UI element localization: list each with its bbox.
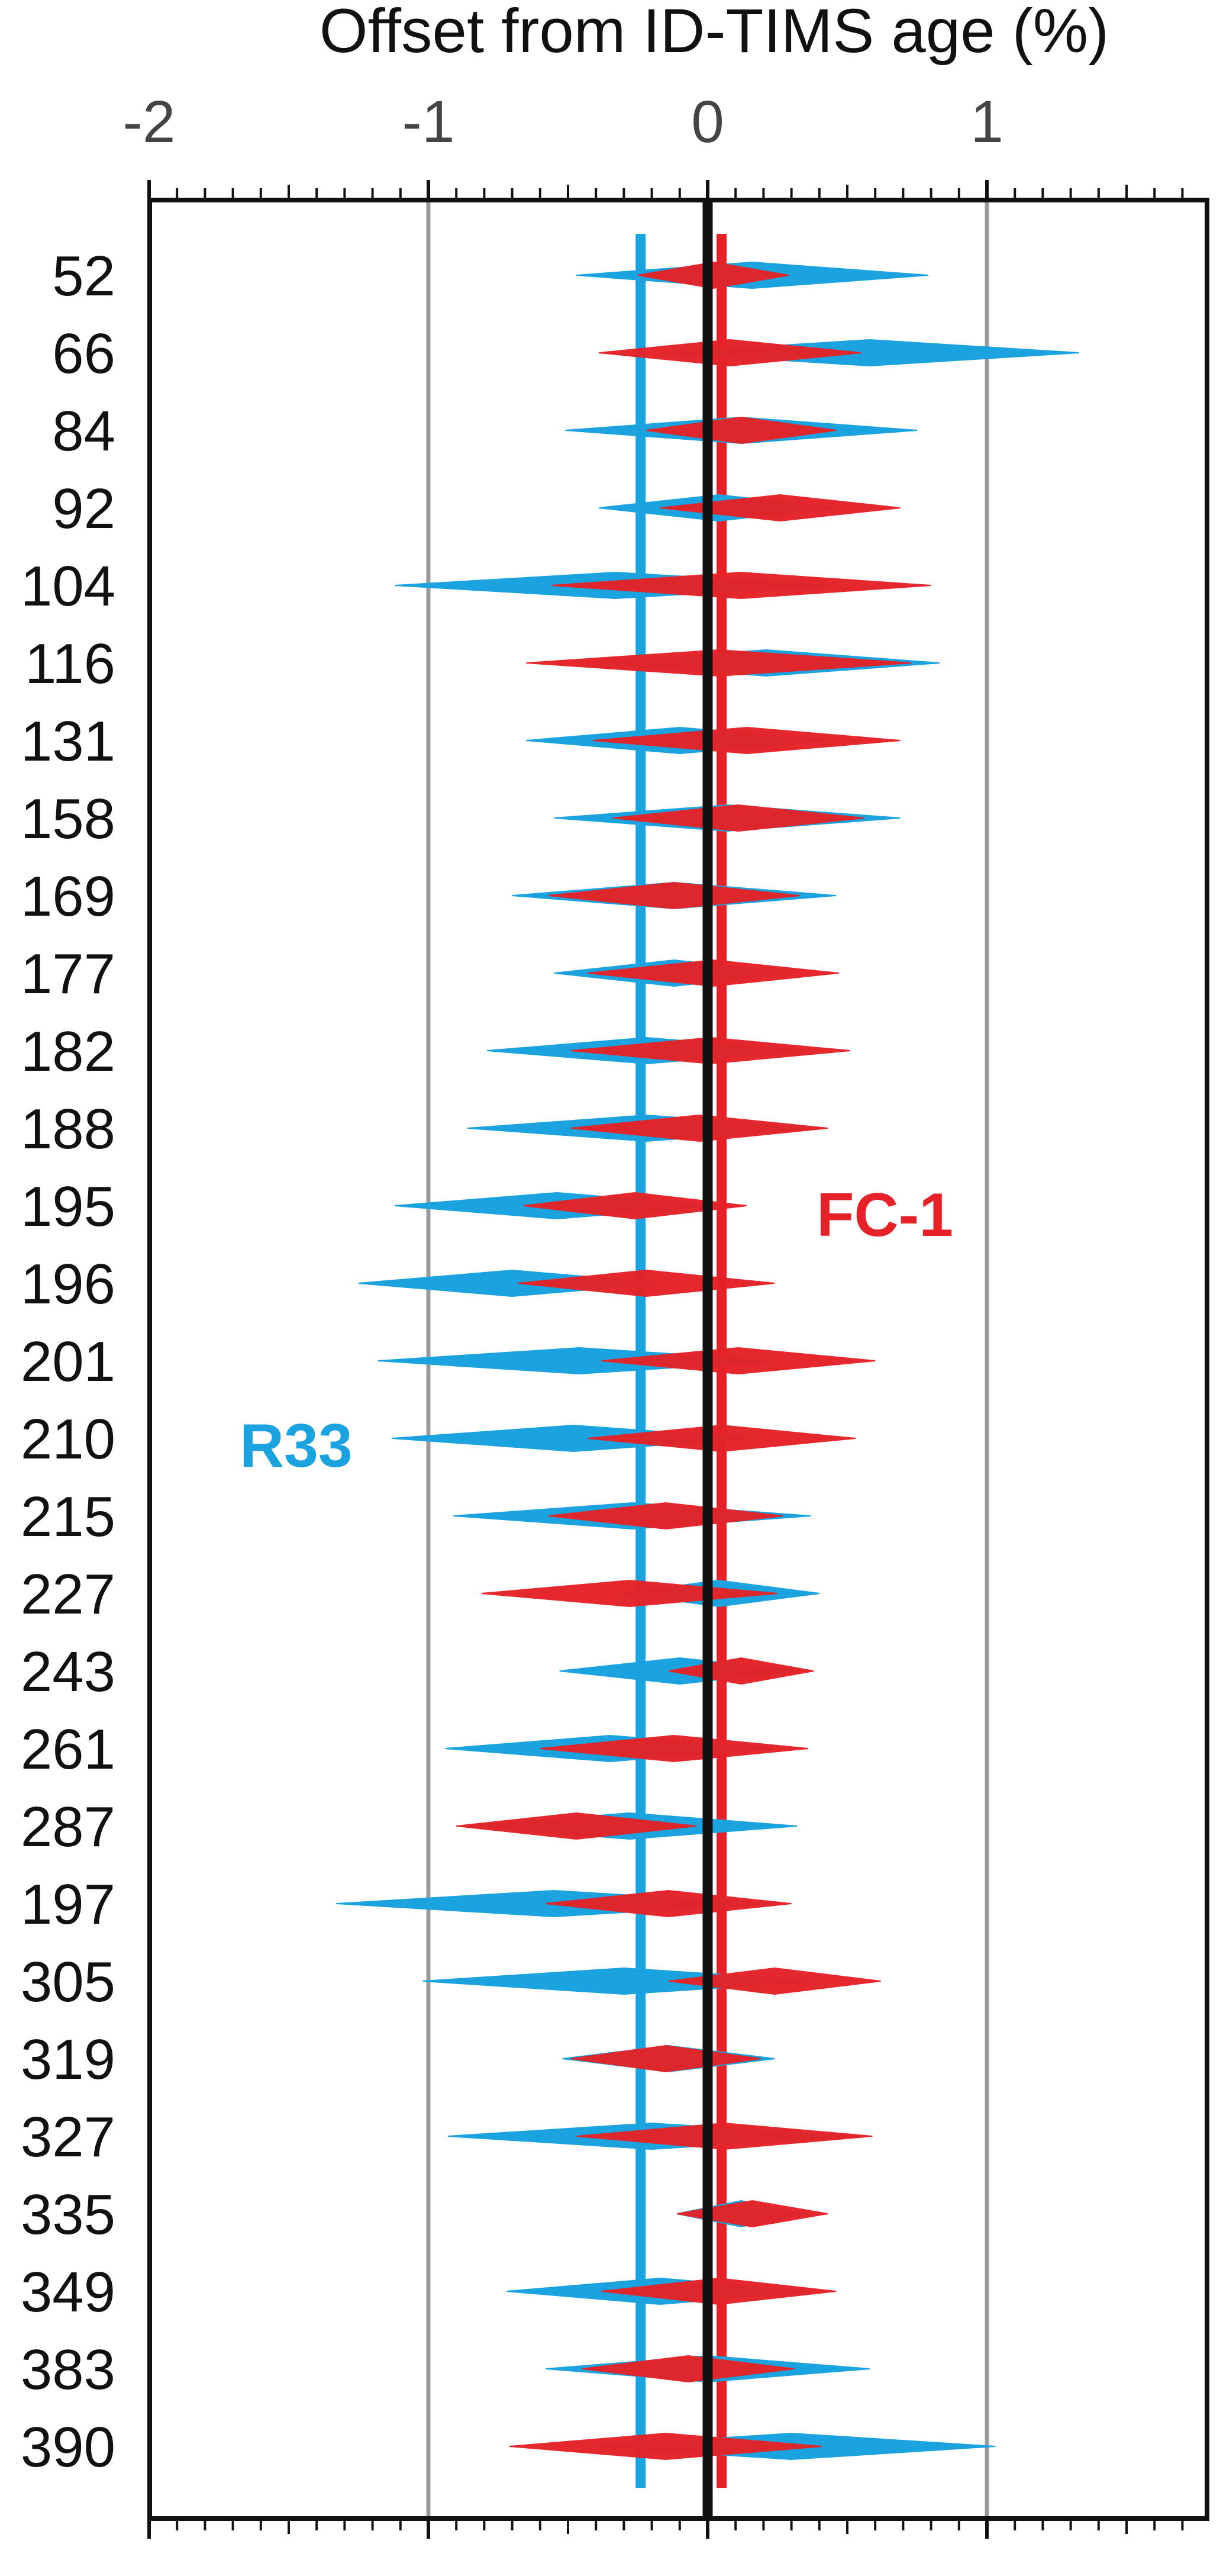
- row-label-335: 335: [21, 2183, 115, 2246]
- row-label-287: 287: [21, 1795, 115, 1859]
- ticks-layer: [147, 180, 1184, 2539]
- fc-1-diamond-201: [601, 1347, 876, 1375]
- fc-1-diamond-195: [523, 1192, 747, 1220]
- fc-1-diamond-305: [668, 1967, 881, 1995]
- row-label-52: 52: [52, 244, 115, 308]
- frame-layer: [147, 198, 1209, 2521]
- row-label-210: 210: [21, 1408, 115, 1471]
- fc-1-diamond-52: [637, 261, 789, 289]
- fc-1-diamond-215: [548, 1502, 783, 1530]
- row-label-196: 196: [21, 1252, 115, 1316]
- fc-1-diamond-116: [526, 649, 912, 677]
- fc-1-diamond-188: [570, 1114, 828, 1142]
- fc-1-diamond-319: [570, 2044, 761, 2073]
- row-label-327: 327: [21, 2105, 115, 2169]
- fc-1-diamond-158: [612, 804, 864, 832]
- fc-1-diamond-169: [548, 881, 800, 910]
- row-label-92: 92: [52, 477, 115, 540]
- fc-1-diamond-84: [646, 416, 837, 445]
- fc-1-annotation: FC-1: [817, 1181, 953, 1250]
- row-label-195: 195: [21, 1175, 115, 1238]
- plot-frame: [147, 198, 1209, 2521]
- row-label-390: 390: [21, 2416, 115, 2479]
- row-label-66: 66: [52, 322, 115, 385]
- fc-1-diamond-261: [540, 1734, 809, 1763]
- row-label-177: 177: [21, 942, 115, 1006]
- r33-annotation: R33: [240, 1412, 353, 1480]
- row-label-104: 104: [21, 555, 115, 618]
- x-tick-label-0: -2: [123, 89, 176, 155]
- row-label-169: 169: [21, 865, 115, 928]
- fc-1-diamond-92: [660, 494, 901, 522]
- row-label-116: 116: [25, 632, 115, 695]
- fc-1-diamond-177: [587, 959, 839, 987]
- fc-1-diamond-197: [546, 1889, 792, 1918]
- fc-1-diamond-383: [582, 2355, 795, 2383]
- row-label-227: 227: [21, 1563, 115, 1626]
- fc-1-diamond-287: [456, 1812, 697, 1840]
- row-label-383: 383: [21, 2338, 115, 2401]
- chart-title: Offset from ID-TIMS age (%): [320, 0, 1109, 66]
- row-label-319: 319: [21, 2028, 115, 2091]
- row-label-197: 197: [21, 1873, 115, 1936]
- row-label-131: 131: [21, 710, 115, 773]
- row-label-305: 305: [21, 1950, 115, 2014]
- fc-1-diamond-349: [601, 2277, 837, 2305]
- fc-1-diamond-335: [676, 2200, 828, 2228]
- row-label-201: 201: [21, 1330, 115, 1393]
- x-tick-label-1: -1: [402, 89, 455, 155]
- fc-1-diamond-104: [551, 571, 931, 600]
- x-tick-label-3: 1: [970, 89, 1003, 155]
- row-label-261: 261: [21, 1718, 115, 1781]
- row-label-182: 182: [21, 1020, 115, 1083]
- x-tick-label-2: 0: [691, 89, 724, 155]
- fc-1-diamond-66: [598, 339, 861, 367]
- fc-1-diamond-210: [587, 1424, 856, 1453]
- row-label-215: 215: [21, 1485, 115, 1548]
- fc-1-diamond-390: [509, 2432, 822, 2461]
- row-label-243: 243: [21, 1640, 115, 1704]
- fc-1-diamond-131: [593, 726, 901, 755]
- fc-1-diamond-227: [481, 1579, 778, 1608]
- row-label-349: 349: [21, 2261, 115, 2324]
- row-label-188: 188: [21, 1097, 115, 1161]
- fc-1-diamond-327: [576, 2122, 873, 2150]
- labels-layer: -2 -1 0 1 52 66 84 92 104 116 131 158 169 177 182 188 19…: [21, 89, 1003, 2479]
- row-label-84: 84: [52, 400, 115, 463]
- row-label-158: 158: [21, 787, 115, 851]
- marks-layer: [336, 261, 1079, 2461]
